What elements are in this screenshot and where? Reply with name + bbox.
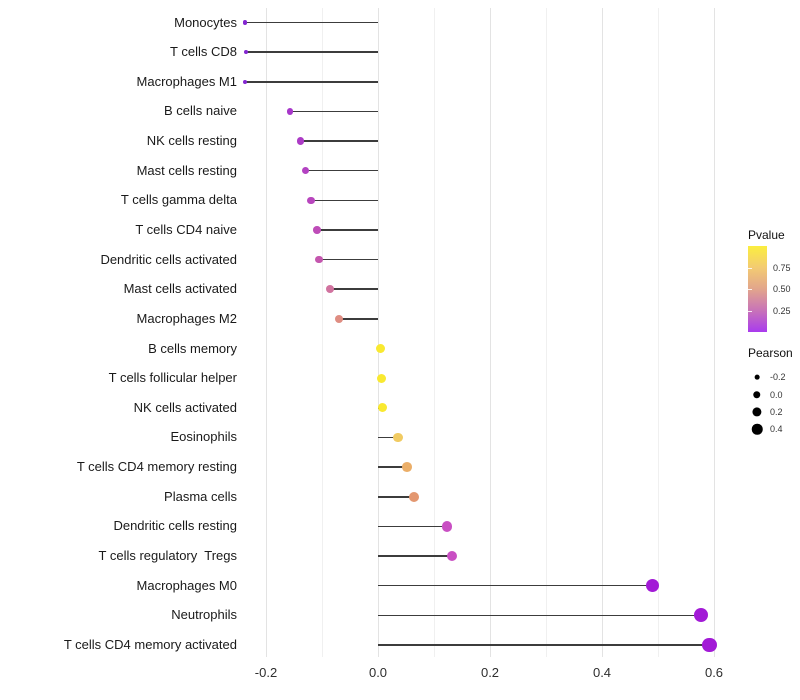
category-label: Macrophages M2 [136, 310, 237, 326]
lollipop-stem [378, 466, 408, 468]
category-label: Macrophages M1 [136, 73, 237, 89]
lollipop-stem [329, 288, 378, 291]
lollipop-dot [377, 403, 388, 413]
lollipop-dot [302, 167, 310, 175]
category-label: T cells CD8 [170, 44, 237, 60]
pvalue-tick-mark [748, 310, 752, 312]
gridline-minor [433, 8, 435, 657]
category-label: Plasma cells [164, 488, 237, 504]
pvalue-tick-mark [748, 267, 752, 269]
lollipop-dot [694, 608, 709, 623]
gridline-major [377, 8, 379, 657]
x-axis-tick-label: 0.4 [592, 665, 612, 680]
pearson-legend-title: Pearson [748, 346, 793, 360]
pearson-legend-label: 0.4 [770, 424, 783, 434]
category-label: B cells naive [164, 103, 237, 119]
category-label: T cells regulatory Tregs [98, 548, 237, 564]
gridline-minor [657, 8, 659, 657]
pearson-legend-label: -0.2 [770, 372, 786, 382]
lollipop-dot [243, 79, 248, 84]
lollipop-dot [297, 137, 305, 145]
category-label: Monocytes [174, 14, 237, 30]
category-label: Mast cells resting [136, 162, 237, 178]
pvalue-tick-mark [748, 289, 752, 290]
category-label: T cells follicular helper [108, 370, 237, 386]
lollipop-dot [375, 343, 385, 354]
lollipop-stem [378, 555, 452, 557]
lollipop-dot [441, 521, 453, 532]
pearson-legend-dot [754, 374, 760, 380]
category-label: T cells gamma delta [120, 192, 237, 208]
lollipop-stem [316, 229, 378, 231]
lollipop-stem [378, 644, 710, 646]
pearson-legend-label: 0.0 [770, 389, 783, 400]
lollipop-stem [300, 140, 378, 142]
gridline-major [489, 8, 491, 657]
pearson-legend-dot [752, 407, 762, 417]
lollipop-dot [242, 20, 247, 25]
lollipop-dot [307, 196, 315, 205]
lollipop-stem [378, 436, 399, 439]
x-axis-tick-label: 0.0 [368, 665, 388, 680]
gridline-minor [321, 8, 323, 657]
lollipop-stem [305, 169, 378, 172]
lollipop-dot [243, 49, 248, 55]
lollipop-stem [378, 614, 702, 617]
category-label: B cells memory [148, 340, 237, 356]
pearson-legend-dot [753, 390, 761, 399]
pvalue-legend-title: Pvalue [748, 228, 785, 242]
pvalue-tick-label: 0.25 [773, 305, 791, 316]
gridline-major [601, 8, 603, 657]
gridline-major [713, 8, 715, 657]
category-label: Neutrophils [171, 607, 237, 623]
lollipop-dot [393, 432, 403, 443]
lollipop-stem [378, 525, 447, 528]
pvalue-tick-label: 0.50 [773, 284, 791, 294]
category-label: Dendritic cells activated [100, 251, 237, 267]
lollipop-dot [325, 285, 334, 294]
gridline-major [265, 8, 267, 657]
category-label: T cells CD4 memory activated [63, 636, 237, 652]
lollipop-dot [645, 578, 660, 593]
lollipop-dot [408, 491, 419, 502]
category-label: NK cells resting [146, 133, 237, 149]
x-axis-tick-label: 0.2 [480, 665, 500, 680]
lollipop-dot [702, 637, 717, 653]
lollipop-stem [378, 495, 414, 498]
lollipop-dot [335, 314, 344, 324]
lollipop-dot [313, 226, 321, 234]
lollipop-stem [378, 584, 653, 587]
pvalue-gradient-bar [748, 246, 767, 332]
category-label: Dendritic cells resting [113, 518, 237, 534]
lollipop-stem [310, 199, 378, 202]
lollipop-dot [376, 373, 386, 383]
lollipop-stem [319, 258, 378, 261]
lollipop-dot [446, 550, 458, 562]
lollipop-dot [315, 255, 324, 264]
lollipop-dot [286, 108, 294, 115]
lollipop-stem [244, 21, 378, 24]
x-axis-tick-label: 0.6 [704, 665, 724, 680]
pvalue-tick-label: 0.75 [773, 262, 791, 273]
lollipop-dot [402, 462, 412, 472]
category-label: Eosinophils [170, 429, 238, 445]
x-axis-tick-label: -0.2 [254, 665, 278, 680]
pearson-legend-dot [751, 423, 763, 435]
lollipop-stem [245, 80, 378, 83]
category-label: T cells CD4 naive [135, 221, 237, 237]
category-label: Mast cells activated [123, 281, 237, 297]
lollipop-stem [290, 110, 378, 113]
pearson-legend-label: 0.2 [770, 407, 783, 417]
category-label: NK cells activated [133, 399, 237, 415]
category-label: T cells CD4 memory resting [76, 459, 237, 475]
lollipop-stem [339, 318, 378, 320]
gridline-minor [545, 8, 547, 657]
lollipop-stem [245, 51, 378, 53]
category-label: Macrophages M0 [136, 577, 237, 593]
